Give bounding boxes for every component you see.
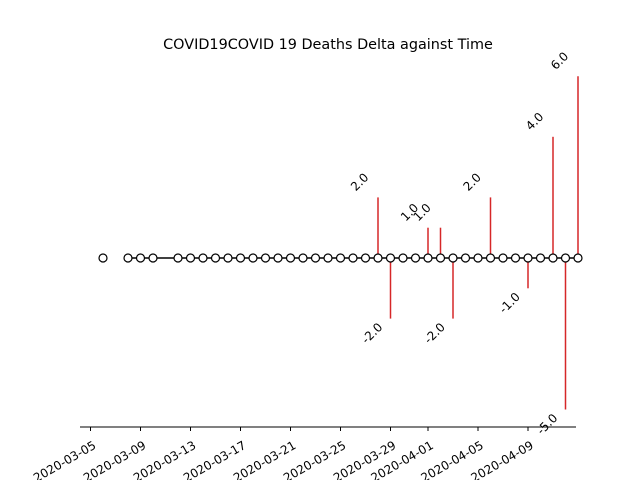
data-point-marker xyxy=(298,253,308,263)
value-label: -1.0 xyxy=(496,290,522,316)
data-point-marker xyxy=(260,253,271,263)
data-point-marker xyxy=(410,253,421,263)
data-point-marker xyxy=(135,253,146,263)
data-point-marker xyxy=(398,253,408,263)
data-point-marker xyxy=(498,253,508,263)
markers-layer xyxy=(98,253,583,263)
value-label: 2.0 xyxy=(348,170,371,193)
data-point-marker xyxy=(148,253,158,263)
data-point-marker xyxy=(335,253,346,263)
data-point-marker xyxy=(473,253,483,263)
value-label: 6.0 xyxy=(548,49,571,72)
data-point-marker xyxy=(535,253,546,263)
data-point-marker xyxy=(448,253,458,263)
data-point-marker xyxy=(285,253,296,263)
x-ticks-layer: 2020-03-052020-03-092020-03-132020-03-17… xyxy=(31,427,536,480)
data-point-marker xyxy=(510,253,521,263)
value-labels-layer: 2.0-2.01.01.0-2.02.0-1.04.0-5.06.0 xyxy=(348,49,571,437)
data-point-marker xyxy=(98,253,108,263)
data-point-marker xyxy=(323,253,333,263)
data-point-marker xyxy=(248,253,258,263)
data-point-marker xyxy=(210,253,221,263)
value-label: -2.0 xyxy=(359,320,385,346)
value-label: 2.0 xyxy=(460,170,483,193)
data-point-marker xyxy=(523,253,533,263)
stems-layer xyxy=(377,76,579,410)
data-point-marker xyxy=(360,253,371,263)
data-point-marker xyxy=(423,253,433,263)
value-label: 4.0 xyxy=(523,110,546,133)
data-point-marker xyxy=(235,253,246,263)
value-label: -5.0 xyxy=(534,411,560,437)
data-point-marker xyxy=(310,253,321,263)
data-point-marker xyxy=(548,253,558,263)
data-point-marker xyxy=(435,253,446,263)
data-point-marker xyxy=(123,253,133,263)
data-point-marker xyxy=(223,253,233,263)
data-point-marker xyxy=(460,253,471,263)
data-point-marker xyxy=(173,253,183,263)
data-point-marker xyxy=(485,253,496,263)
data-point-marker xyxy=(348,253,358,263)
data-point-marker xyxy=(573,253,583,263)
data-point-marker xyxy=(385,253,396,263)
data-point-marker xyxy=(373,253,383,263)
data-point-marker xyxy=(560,253,571,263)
data-point-marker xyxy=(185,253,196,263)
chart-title: COVID19COVID 19 Deaths Delta against Tim… xyxy=(163,37,493,53)
value-label: -2.0 xyxy=(421,320,447,346)
data-point-marker xyxy=(273,253,283,263)
data-point-marker xyxy=(198,253,208,263)
